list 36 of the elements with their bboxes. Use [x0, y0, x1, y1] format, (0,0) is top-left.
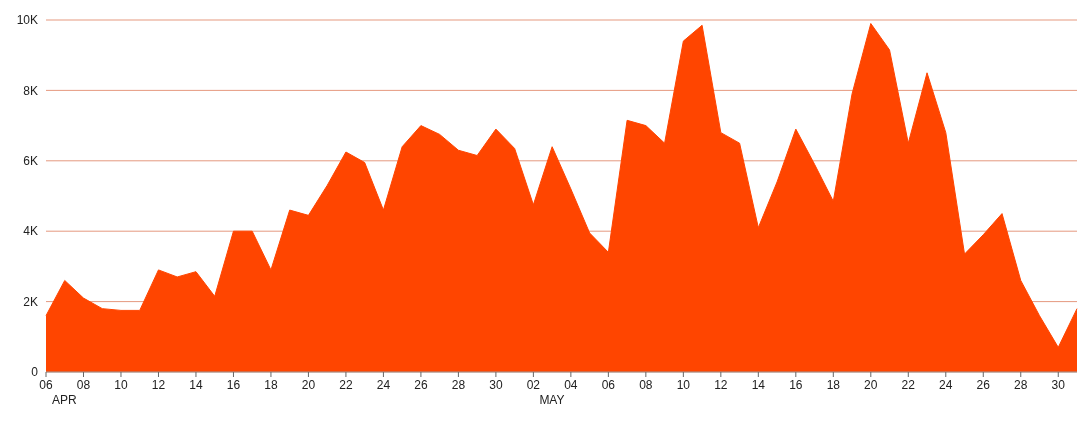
x-tick-label: 18 [826, 378, 841, 392]
text: APR [52, 393, 78, 407]
x-tick-label: 12 [151, 378, 166, 392]
y-tick-label: 0 [31, 365, 39, 380]
text: MAY [539, 393, 565, 407]
x-tick-label: 24 [939, 378, 953, 392]
x-tick-label: 04 [564, 378, 578, 392]
x-tick-label: 16 [226, 378, 241, 392]
y-tick-label: 10K [16, 13, 38, 28]
x-tick-label: 18 [264, 378, 278, 392]
x-tick-label: 06 [601, 378, 616, 392]
x-tick-label: 28 [451, 378, 466, 392]
y-tick-label: 6K [23, 154, 38, 169]
x-tick-label: 14 [751, 378, 766, 392]
x-tick-label: 30 [489, 378, 503, 392]
x-tick-label: 06 [39, 378, 53, 392]
x-tick-label: 08 [76, 378, 91, 392]
x-tick-label: 08 [639, 378, 653, 392]
y-tick-label: 4K [23, 224, 38, 239]
x-tick-label: 28 [1014, 378, 1028, 392]
x-tick-label: 02 [526, 378, 541, 392]
x-tick-label: 20 [301, 378, 316, 392]
x-tick-label: 20 [864, 378, 878, 392]
y-tick-label: 2K [23, 294, 38, 309]
x-tick-label: 10 [114, 378, 128, 392]
x-tick-label: 12 [714, 378, 728, 392]
x-tick-label: 26 [976, 378, 991, 392]
x-tick-label: 24 [376, 378, 391, 392]
x-tick-label: 22 [339, 378, 353, 392]
x-tick-label: 14 [189, 378, 203, 392]
x-tick-label: 10 [676, 378, 691, 392]
y-tick-label: 8K [23, 83, 38, 98]
x-tick-label: 22 [901, 378, 916, 392]
x-tick-label: 30 [1051, 378, 1066, 392]
x-tick-label: 26 [414, 378, 428, 392]
x-tick-label: 16 [789, 378, 803, 392]
